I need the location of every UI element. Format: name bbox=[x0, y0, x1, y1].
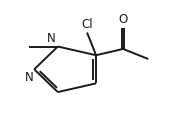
Text: N: N bbox=[24, 71, 33, 84]
Text: Cl: Cl bbox=[81, 18, 93, 31]
Text: N: N bbox=[47, 32, 56, 45]
Text: O: O bbox=[118, 13, 128, 26]
